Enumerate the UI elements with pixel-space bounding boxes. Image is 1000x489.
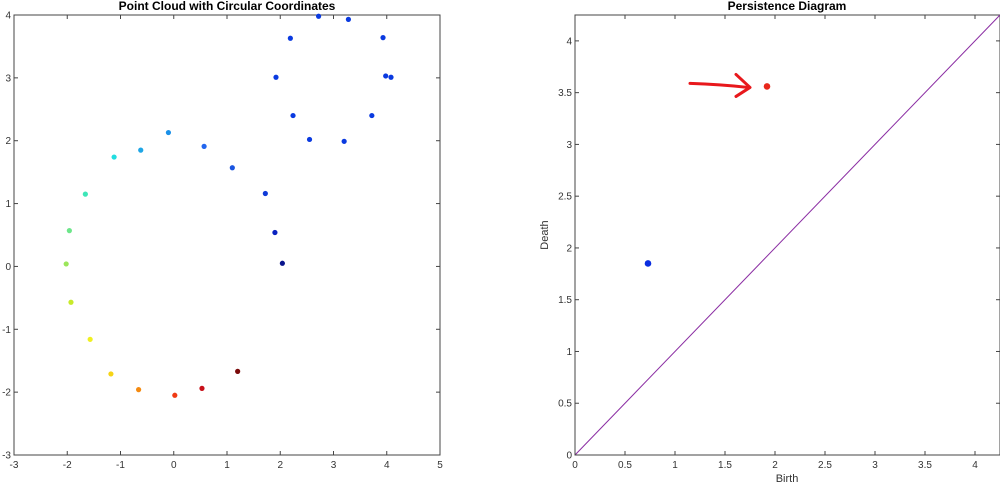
left-xtick-label: 1: [224, 460, 230, 471]
left-xtick-label: 5: [437, 460, 443, 471]
right-xtick-label: 0.5: [618, 460, 632, 471]
right-xtick-label: 3.5: [918, 460, 932, 471]
data-point: [87, 336, 93, 342]
data-point: [138, 147, 144, 153]
data-point: [165, 129, 172, 136]
point-cloud-title: Point Cloud with Circular Coordinates: [119, 0, 336, 13]
right-xtick-label: 3: [872, 460, 878, 471]
persistence-ticks: 0 0.5 1 1.5 2 2.5 3 3.5 4 0 0.5 1 1.5 2 2.5 3 3.5 4: [558, 15, 1000, 471]
right-ytick-label: 3.5: [558, 88, 572, 99]
left-xtick-label: 2: [277, 460, 283, 471]
data-point: [235, 368, 241, 374]
data-point: [287, 35, 293, 41]
data-point: [279, 260, 285, 266]
data-point: [383, 73, 389, 79]
persistence-diagram-plot: Persistence Diagram 0 0.5 1 1.5 2 2.5 3 3.5 4 0 0.…: [539, 0, 1000, 485]
data-point: [68, 299, 74, 305]
persistence-diagram-title: Persistence Diagram: [728, 0, 847, 13]
data-point: [82, 191, 88, 197]
data-point: [66, 228, 72, 234]
left-xtick-label: 0: [171, 460, 177, 471]
data-point: [369, 112, 375, 119]
right-ytick-label: 2.5: [558, 192, 572, 203]
right-ytick-label: 1: [566, 347, 572, 358]
data-point: [63, 261, 69, 267]
right-xtick-label: 1.5: [718, 460, 732, 471]
diagonal-line: [574, 14, 1000, 456]
right-xtick-label: 1: [672, 460, 678, 471]
persistence-point: [644, 260, 652, 267]
persistence-point: [763, 83, 771, 90]
right-ytick-label: 1.5: [558, 295, 572, 306]
left-ytick-label: 0: [5, 262, 11, 273]
data-point: [290, 112, 296, 119]
left-xtick-label: 3: [331, 460, 337, 471]
data-point: [199, 385, 205, 391]
left-xtick-label: -1: [116, 460, 125, 471]
point-cloud-plot: Point Cloud with Circular Coordinates -3…: [2, 0, 443, 471]
right-ytick-label: 4: [566, 36, 572, 47]
data-point: [111, 154, 117, 160]
left-xtick-label: -3: [10, 460, 19, 471]
point-cloud-ticks: -3 -2 -1 0 1 2 3 4 5 -3 -2 -1 0 1 2 3 4: [2, 11, 443, 472]
data-point: [273, 74, 279, 80]
data-point: [229, 165, 235, 171]
right-xtick-label: 2: [772, 460, 778, 471]
left-ytick-label: -1: [2, 325, 11, 336]
right-ytick-label: 3: [566, 140, 572, 151]
left-xtick-label: 4: [384, 460, 390, 471]
data-point: [201, 143, 207, 149]
right-xtick-label: 0: [572, 460, 578, 471]
right-ytick-label: 0.5: [558, 399, 572, 410]
data-point: [108, 371, 114, 377]
arrow-shaft: [688, 81, 750, 89]
data-point: [272, 229, 278, 236]
right-xtick-label: 2.5: [818, 460, 832, 471]
data-point: [380, 35, 386, 41]
death-axis-label: Death: [539, 220, 551, 249]
arrow-head: [734, 72, 752, 98]
data-point: [172, 392, 178, 398]
point-cloud-points: [63, 13, 394, 398]
left-ytick-label: 3: [5, 73, 11, 84]
data-point: [315, 13, 322, 19]
left-ytick-label: 1: [5, 199, 11, 210]
data-point: [388, 74, 394, 80]
data-point: [341, 138, 347, 144]
data-point: [345, 16, 352, 22]
persistence-points: [644, 83, 771, 267]
data-point: [306, 136, 313, 143]
left-ytick-label: 4: [5, 11, 11, 22]
left-ytick-label: -2: [2, 388, 11, 399]
data-point: [136, 387, 142, 393]
data-point: [262, 190, 268, 197]
left-ytick-label: -3: [2, 451, 11, 462]
birth-axis-label: Birth: [776, 473, 799, 484]
red-arrow-annotation: [688, 72, 752, 98]
right-ytick-label: 2: [566, 243, 572, 254]
right-xtick-label: 4: [972, 460, 978, 471]
point-cloud-axes-box: [13, 14, 441, 456]
left-ytick-label: 2: [5, 136, 11, 147]
left-xtick-label: -2: [63, 460, 72, 471]
right-ytick-label: 0: [566, 451, 572, 462]
